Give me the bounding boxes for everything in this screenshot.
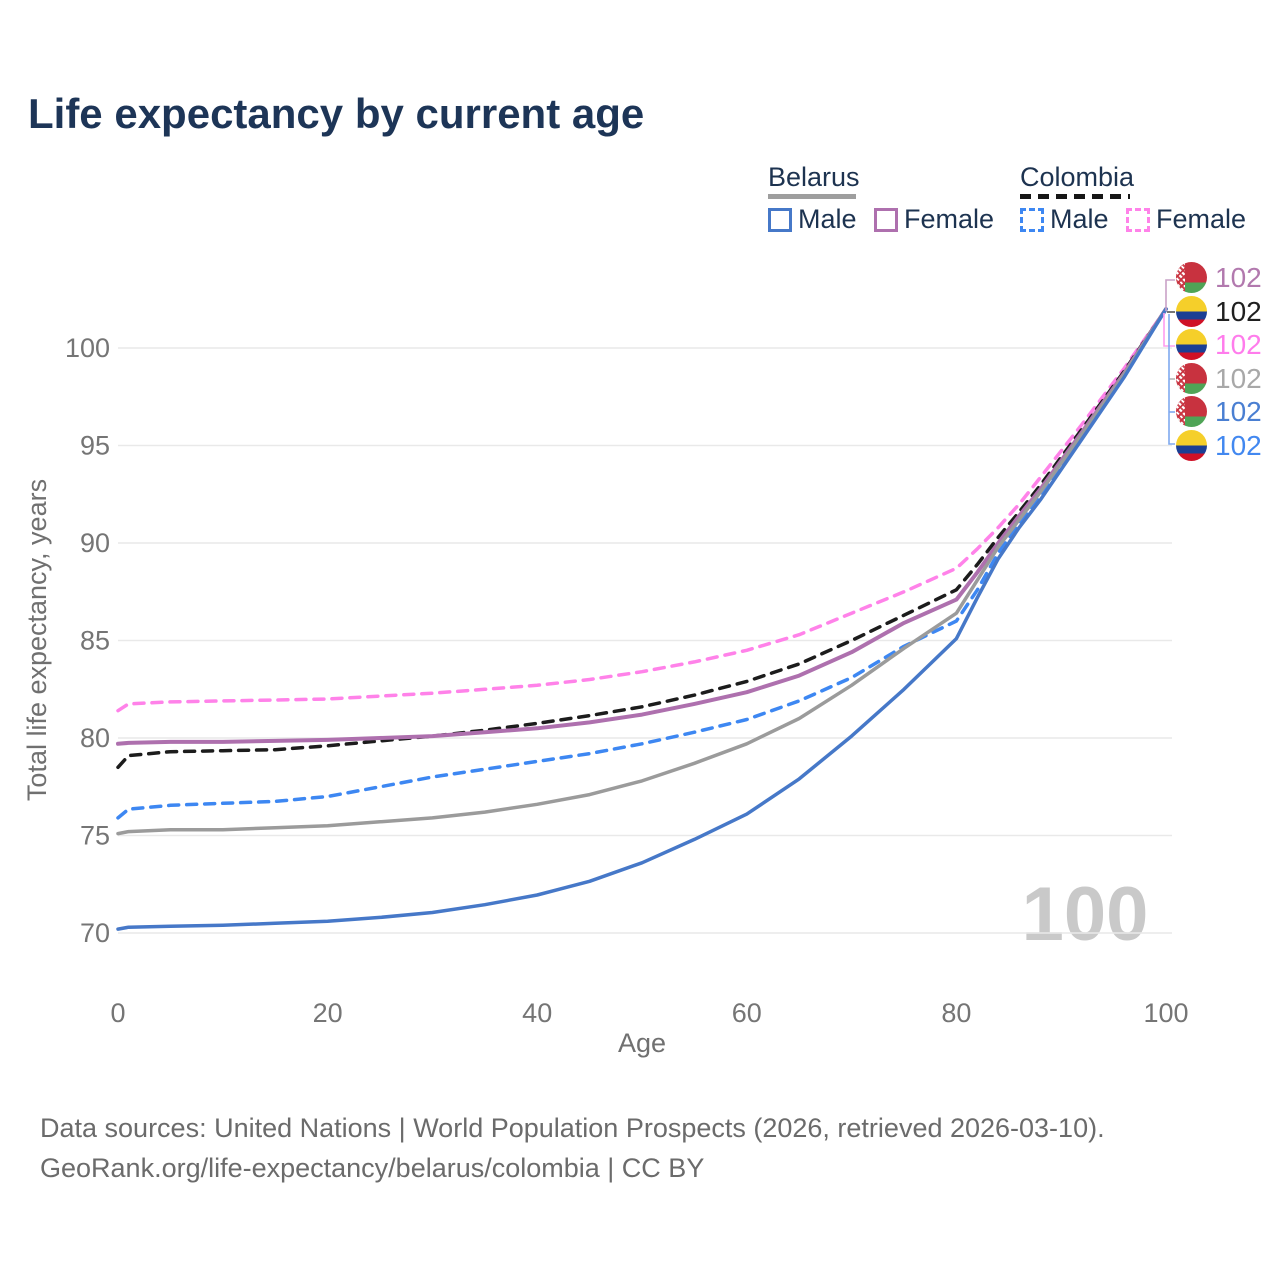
y-tick-95: 95 (80, 431, 110, 461)
footer-line-2: GeoRank.org/life-expectancy/belarus/colo… (40, 1153, 705, 1183)
legend-label: Male (798, 204, 857, 234)
legend-label: Female (904, 204, 995, 234)
end-label-connector-0 (1165, 279, 1175, 311)
end-label-colombia-female: 102 (1176, 329, 1262, 360)
colombia-flag-icon (1176, 329, 1207, 360)
series-line-belarus-male[interactable] (116, 307, 1168, 931)
end-label-value: 102 (1215, 261, 1262, 293)
legend-country-colombia: Colombia (1020, 162, 1135, 192)
end-label-belarus: 102 (1176, 363, 1262, 394)
x-tick-80: 80 (941, 998, 971, 1028)
end-label-belarus-female: 102 (1176, 262, 1262, 293)
series-line-belarus-female[interactable] (116, 307, 1168, 746)
page-title: Life expectancy by current age (28, 90, 645, 137)
y-tick-90: 90 (80, 528, 110, 558)
legend-swatch-colombia-male[interactable] (1020, 207, 1044, 232)
legend-linestyle-colombia-dashed (1020, 194, 1130, 199)
colombia-flag-icon (1176, 296, 1207, 327)
age-watermark: 100 (1022, 872, 1149, 957)
chart-canvas[interactable]: 100 70 75 80 85 90 95 100 0 20 40 60 80 100 Age Total l… (0, 0, 1280, 1080)
x-axis-title: Age (618, 1028, 666, 1058)
series-line-colombia[interactable] (116, 307, 1168, 770)
belarus-flag-icon (1176, 262, 1207, 293)
x-tick-0: 0 (110, 998, 125, 1028)
legend-linestyle-belarus-solid (768, 194, 856, 199)
data-source-footer: Data sources: United Nations | World Pop… (40, 1108, 1105, 1188)
end-label-connector-2 (1163, 313, 1175, 347)
end-label-colombia: 102 (1176, 296, 1262, 327)
end-label-connector-5 (1168, 314, 1175, 445)
y-axis-title: Total life expectancy, years (22, 479, 52, 801)
end-label-colombia-male: 102 (1176, 430, 1262, 461)
end-label-belarus-male: 102 (1176, 396, 1262, 427)
x-tick-20: 20 (313, 998, 343, 1028)
x-tick-60: 60 (732, 998, 762, 1028)
legend-item-belarus-male[interactable]: Male (768, 204, 857, 235)
legend-swatch-belarus-female[interactable] (874, 207, 898, 232)
belarus-flag-icon (1176, 396, 1207, 427)
series-line-colombia-female[interactable] (116, 307, 1168, 713)
legend-label: Female (1156, 204, 1247, 234)
end-label-value: 102 (1215, 328, 1262, 360)
legend-swatch-belarus-male[interactable] (768, 207, 792, 232)
end-label-value: 102 (1215, 395, 1262, 427)
x-tick-40: 40 (522, 998, 552, 1028)
legend-label: Male (1050, 204, 1109, 234)
colombia-flag-icon (1176, 430, 1207, 461)
legend-item-colombia-male[interactable]: Male (1020, 204, 1109, 235)
legend-country-belarus: Belarus (768, 162, 860, 192)
belarus-flag-icon (1176, 363, 1207, 394)
series-line-belarus[interactable] (116, 307, 1168, 836)
legend-item-belarus-female[interactable]: Female (874, 204, 994, 235)
legend-item-colombia-female[interactable]: Female (1126, 204, 1246, 235)
footer-line-1: Data sources: United Nations | World Pop… (40, 1113, 1105, 1143)
x-tick-100: 100 (1143, 998, 1188, 1028)
y-tick-80: 80 (80, 723, 110, 753)
end-label-value: 102 (1215, 362, 1262, 394)
y-tick-85: 85 (80, 626, 110, 656)
y-tick-100: 100 (65, 333, 110, 363)
end-label-value: 102 (1215, 295, 1262, 327)
legend-swatch-colombia-female[interactable] (1126, 207, 1150, 232)
y-tick-70: 70 (80, 918, 110, 948)
y-tick-75: 75 (80, 821, 110, 851)
legend: Belarus Male Female Colombia Male Female (0, 160, 1280, 240)
series-line-colombia-male[interactable] (116, 307, 1168, 820)
end-label-value: 102 (1215, 429, 1262, 461)
